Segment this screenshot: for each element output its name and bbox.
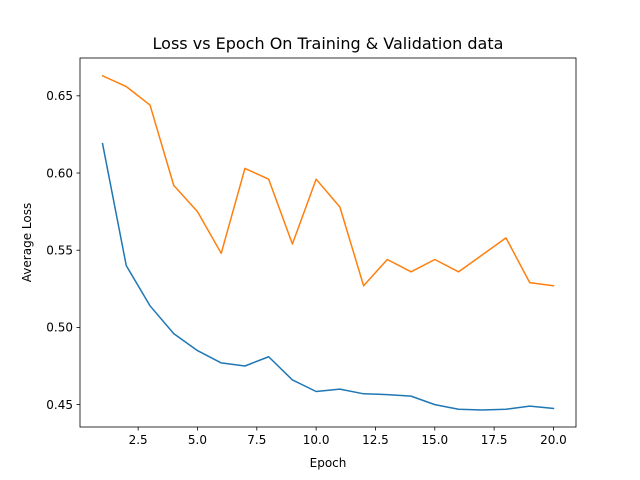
y-tick-label: 0.55 <box>46 244 73 258</box>
chart-title: Loss vs Epoch On Training & Validation d… <box>153 34 504 53</box>
x-tick-label: 20.0 <box>540 433 567 447</box>
x-axis-label: Epoch <box>310 456 347 470</box>
y-axis-ticks: 0.45 0.50 0.55 0.60 0.65 <box>46 89 80 412</box>
x-tick-label: 17.5 <box>481 433 508 447</box>
x-tick-label: 5.0 <box>188 433 207 447</box>
series-line-training <box>101 142 555 411</box>
y-tick-label: 0.50 <box>46 321 73 335</box>
series-layer <box>101 74 555 411</box>
y-tick-label: 0.60 <box>46 166 73 180</box>
x-tick-label: 12.5 <box>362 433 389 447</box>
y-tick-label: 0.65 <box>46 89 73 103</box>
x-tick-label: 7.5 <box>247 433 266 447</box>
series-line-validation <box>101 74 555 287</box>
x-tick-label: 10.0 <box>303 433 330 447</box>
plot-area <box>80 58 576 427</box>
y-axis-label: Average Loss <box>20 203 34 282</box>
y-tick-label: 0.45 <box>46 398 73 412</box>
x-tick-label: 2.5 <box>129 433 148 447</box>
x-tick-label: 15.0 <box>421 433 448 447</box>
plot-frame <box>79 57 577 428</box>
x-axis-ticks: 2.5 5.0 7.5 10.0 12.5 15.0 17.5 20.0 <box>129 427 567 447</box>
